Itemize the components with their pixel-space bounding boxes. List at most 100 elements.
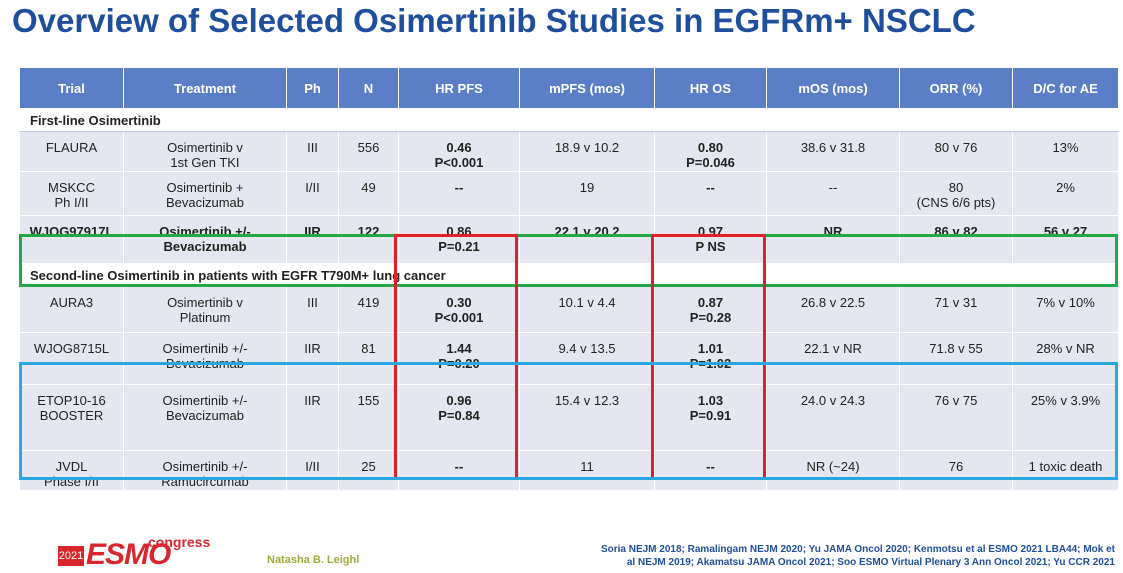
cell-trial-line: FLAURA [45,140,98,155]
header-row: Trial Treatment Ph N HR PFS mPFS (mos) H… [19,67,1119,109]
cell-ph-line: I/II [305,180,320,195]
cell-orr-line: 71.8 v 55 [929,341,983,356]
cell-n: 49 [338,171,399,216]
col-header-n: N [338,67,399,109]
cell-mpfs: 10.1 v 4.4 [519,286,655,333]
cell-ph: I/II [286,171,339,216]
cell-mpfs-line: 15.4 v 12.3 [554,393,620,408]
table-row: WJOG97917L Osimertinib +/- Bevacizumab IIR 1… [19,215,1119,264]
section-first-line: First-line Osimertinib [19,108,1119,132]
cell-n-line: 155 [357,393,380,408]
cell-treatment-line: Osimertinib +/- [162,459,248,474]
cell-dc: 1 toxic death [1012,450,1119,491]
cell-n-line: 556 [357,140,380,155]
cell-hr-pfs: 0.86 P=0.21 [398,215,520,264]
cell-trial-line: JVDL [55,459,88,474]
cell-treatment: Osimertinib +/- Bevacizumab [123,332,287,385]
cell-hr-os-line: 1.01 [697,341,724,356]
cell-orr-line: 76 [948,459,964,474]
cell-mos-line: NR [823,224,843,239]
cell-ph-line: IIR [304,224,321,239]
cell-treatment-line: Platinum [179,310,231,325]
cell-mpfs: 22.1 v 20.2 [519,215,655,264]
cell-treatment-line: Bevacizumab [165,408,245,423]
col-header-ph: Ph [286,67,339,109]
cell-ph: I/II [286,450,339,491]
cell-orr: 80 v 76 [899,131,1013,172]
cell-treatment-line: Ramucircumab [161,474,249,489]
studies-table: Trial Treatment Ph N HR PFS mPFS (mos) H… [19,67,1119,491]
cell-mpfs-line: 18.9 v 10.2 [554,140,620,155]
cell-hr-pfs-line: P<0.001 [434,155,484,170]
section-second-line-label: Second-line Osimertinib in patients with… [19,263,1119,287]
cell-dc-line: 1 toxic death [1028,459,1103,474]
cell-treatment-line: Osimertinib v [167,295,243,310]
table-row: FLAURA Osimertinib v 1st Gen TKI III 556 0.46… [19,131,1119,172]
section-first-line-label: First-line Osimertinib [19,108,1119,132]
cell-hr-os: 0.97 P NS [654,215,767,264]
congress-label: congress [148,534,211,550]
cell-orr-line: 71 v 31 [934,295,978,310]
cell-treatment-line: Bevacizumab [163,239,247,254]
cell-trial: WJOG97917L [19,215,124,264]
cell-mpfs-line: 22.1 v 20.2 [554,224,620,239]
cell-mpfs: 15.4 v 12.3 [519,384,655,451]
col-header-mos: mOS (mos) [766,67,900,109]
cell-ph-line: I/II [305,459,320,474]
cell-mos: 24.0 v 24.3 [766,384,900,451]
cell-n: 122 [338,215,399,264]
cell-orr: 80 (CNS 6/6 pts) [899,171,1013,216]
table-row: MSKCC Ph I/II Osimertinib + Bevacizumab I/II… [19,171,1119,216]
cell-treatment-line: Osimertinib +/- [159,224,251,239]
cell-n-line: 49 [361,180,376,195]
cell-hr-os-line: 0.97 [697,224,724,239]
cell-dc-line: 2% [1056,180,1075,195]
cell-trial: WJOG8715L [19,332,124,385]
cell-trial-line: WJOG8715L [33,341,110,356]
cell-dc-line: 13% [1052,140,1079,155]
cell-dc: 2% [1012,171,1119,216]
col-header-treatment: Treatment [123,67,287,109]
esmo-year-badge: 2021 [58,546,84,566]
cell-treatment: Osimertinib v Platinum [123,286,287,333]
cell-n-line: 81 [361,341,376,356]
cell-n: 81 [338,332,399,385]
cell-hr-pfs-line: -- [454,180,464,195]
cell-hr-os: 0.87 P=0.28 [654,286,767,333]
cell-trial-line: MSKCC [48,180,95,195]
cell-n: 419 [338,286,399,333]
cell-mos: -- [766,171,900,216]
cell-hr-os: 1.03 P=0.91 [654,384,767,451]
references: Soria NEJM 2018; Ramalingam NEJM 2020; Y… [560,543,1115,569]
cell-hr-pfs-line: -- [454,459,464,474]
cell-mpfs-line: 10.1 v 4.4 [558,295,616,310]
cell-hr-pfs: 0.96 P=0.84 [398,384,520,451]
cell-trial: FLAURA [19,131,124,172]
table-row: WJOG8715L Osimertinib +/- Bevacizumab IIR 81… [19,332,1119,385]
cell-n-line: 122 [357,224,380,239]
cell-hr-os: -- [654,171,767,216]
col-header-hr-os: HR OS [654,67,767,109]
cell-dc: 13% [1012,131,1119,172]
cell-ph-line: IIR [304,341,321,356]
cell-mpfs: 9.4 v 13.5 [519,332,655,385]
cell-hr-os-line: P NS [695,239,726,254]
cell-dc: 25% v 3.9% [1012,384,1119,451]
cell-dc: 56 v 27 [1012,215,1119,264]
cell-n: 25 [338,450,399,491]
cell-treatment-line: Bevacizumab [165,195,245,210]
cell-treatment: Osimertinib v 1st Gen TKI [123,131,287,172]
cell-hr-os-line: 0.80 [697,140,724,155]
cell-mos-line: 22.1 v NR [804,341,862,356]
cell-treatment-line: Osimertinib +/- [162,393,248,408]
cell-hr-pfs: 1.44 P=0.20 [398,332,520,385]
cell-hr-os-line: 0.87 [697,295,724,310]
cell-orr: 71 v 31 [899,286,1013,333]
cell-hr-pfs-line: P<0.001 [434,310,484,325]
cell-dc-line: 7% v 10% [1036,295,1095,310]
cell-treatment: Osimertinib + Bevacizumab [123,171,287,216]
cell-trial-line: Phase I/II [44,474,99,489]
cell-treatment-line: 1st Gen TKI [170,155,240,170]
cell-hr-os: 0.80 P=0.046 [654,131,767,172]
cell-mos: 22.1 v NR [766,332,900,385]
